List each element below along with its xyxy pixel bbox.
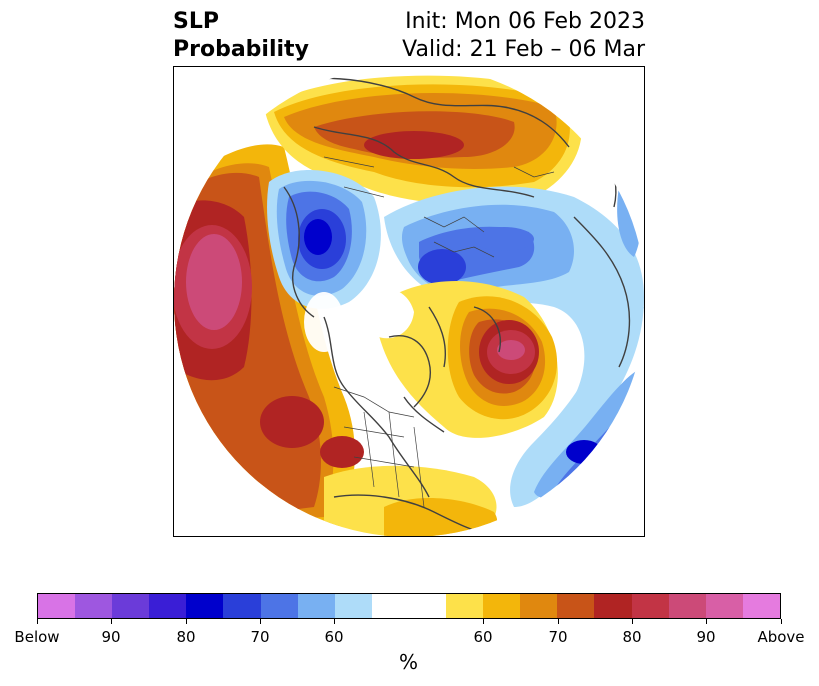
colorbar-tick-label: 80 [176, 628, 196, 646]
colorbar-segment [557, 594, 595, 618]
colorbar-tickmark [260, 619, 261, 624]
colorbar-unit: % [399, 650, 419, 674]
colorbar-tick-label: 90 [101, 628, 121, 646]
map-title: SLP Probability [173, 8, 309, 64]
colorbar-tickmark [781, 619, 782, 624]
probability-map [173, 66, 645, 537]
colorbar-tickmark [483, 619, 484, 624]
colorbar-tickmark [632, 619, 633, 624]
colorbar-tick-label: 60 [473, 628, 493, 646]
colorbar-tick-label: 60 [324, 628, 344, 646]
colorbar-segment [112, 594, 150, 618]
neutral-zone [304, 288, 414, 352]
colorbar-segment [668, 594, 706, 618]
colorbar-tick-label: 90 [696, 628, 716, 646]
greenland-high-anomaly [374, 280, 558, 438]
colorbar-segment [297, 594, 335, 618]
colorbar-tick-label: 70 [250, 628, 270, 646]
colorbar-tickmark [186, 619, 187, 624]
colorbar-segment [260, 594, 298, 618]
title-quantity: Probability [173, 37, 309, 62]
colorbar-segment [742, 594, 780, 618]
colorbar-segment [223, 594, 261, 618]
colorbar-tick-label: Below [14, 628, 60, 646]
colorbar-segment [75, 594, 113, 618]
map-canvas [174, 67, 644, 536]
forecast-dates: Init: Mon 06 Feb 2023 Valid: 21 Feb – 06… [402, 8, 645, 64]
colorbar-tickmark [111, 619, 112, 624]
colorbar-tick-label: 70 [548, 628, 568, 646]
colorbar-tickmark [37, 619, 38, 624]
eurasia-high-anomaly [264, 75, 582, 204]
init-date: Init: Mon 06 Feb 2023 [405, 9, 645, 34]
title-variable: SLP [173, 9, 219, 34]
canada-low-anomaly [267, 170, 381, 309]
colorbar-segment [594, 594, 632, 618]
political-borders [323, 156, 555, 508]
colorbar-segment [334, 594, 372, 618]
colorbar-tickmark [706, 619, 707, 624]
colorbar-segment [38, 594, 76, 618]
conus-anomaly [324, 465, 498, 536]
colorbar-segment [520, 594, 558, 618]
colorbar-segment [705, 594, 743, 618]
colorbar-segment [631, 594, 669, 618]
colorbar-tick-label: 80 [622, 628, 642, 646]
colorbar-segment [149, 594, 187, 618]
colorbar-segment [186, 594, 224, 618]
colorbar-segment [483, 594, 521, 618]
colorbar-tickmark [558, 619, 559, 624]
colorbar-tickmark [334, 619, 335, 624]
colorbar [37, 593, 781, 619]
colorbar-segment [371, 594, 447, 618]
colorbar-tick-label: Above [757, 628, 805, 646]
colorbar-segment [446, 594, 484, 618]
valid-range: Valid: 21 Feb – 06 Mar [402, 37, 645, 62]
